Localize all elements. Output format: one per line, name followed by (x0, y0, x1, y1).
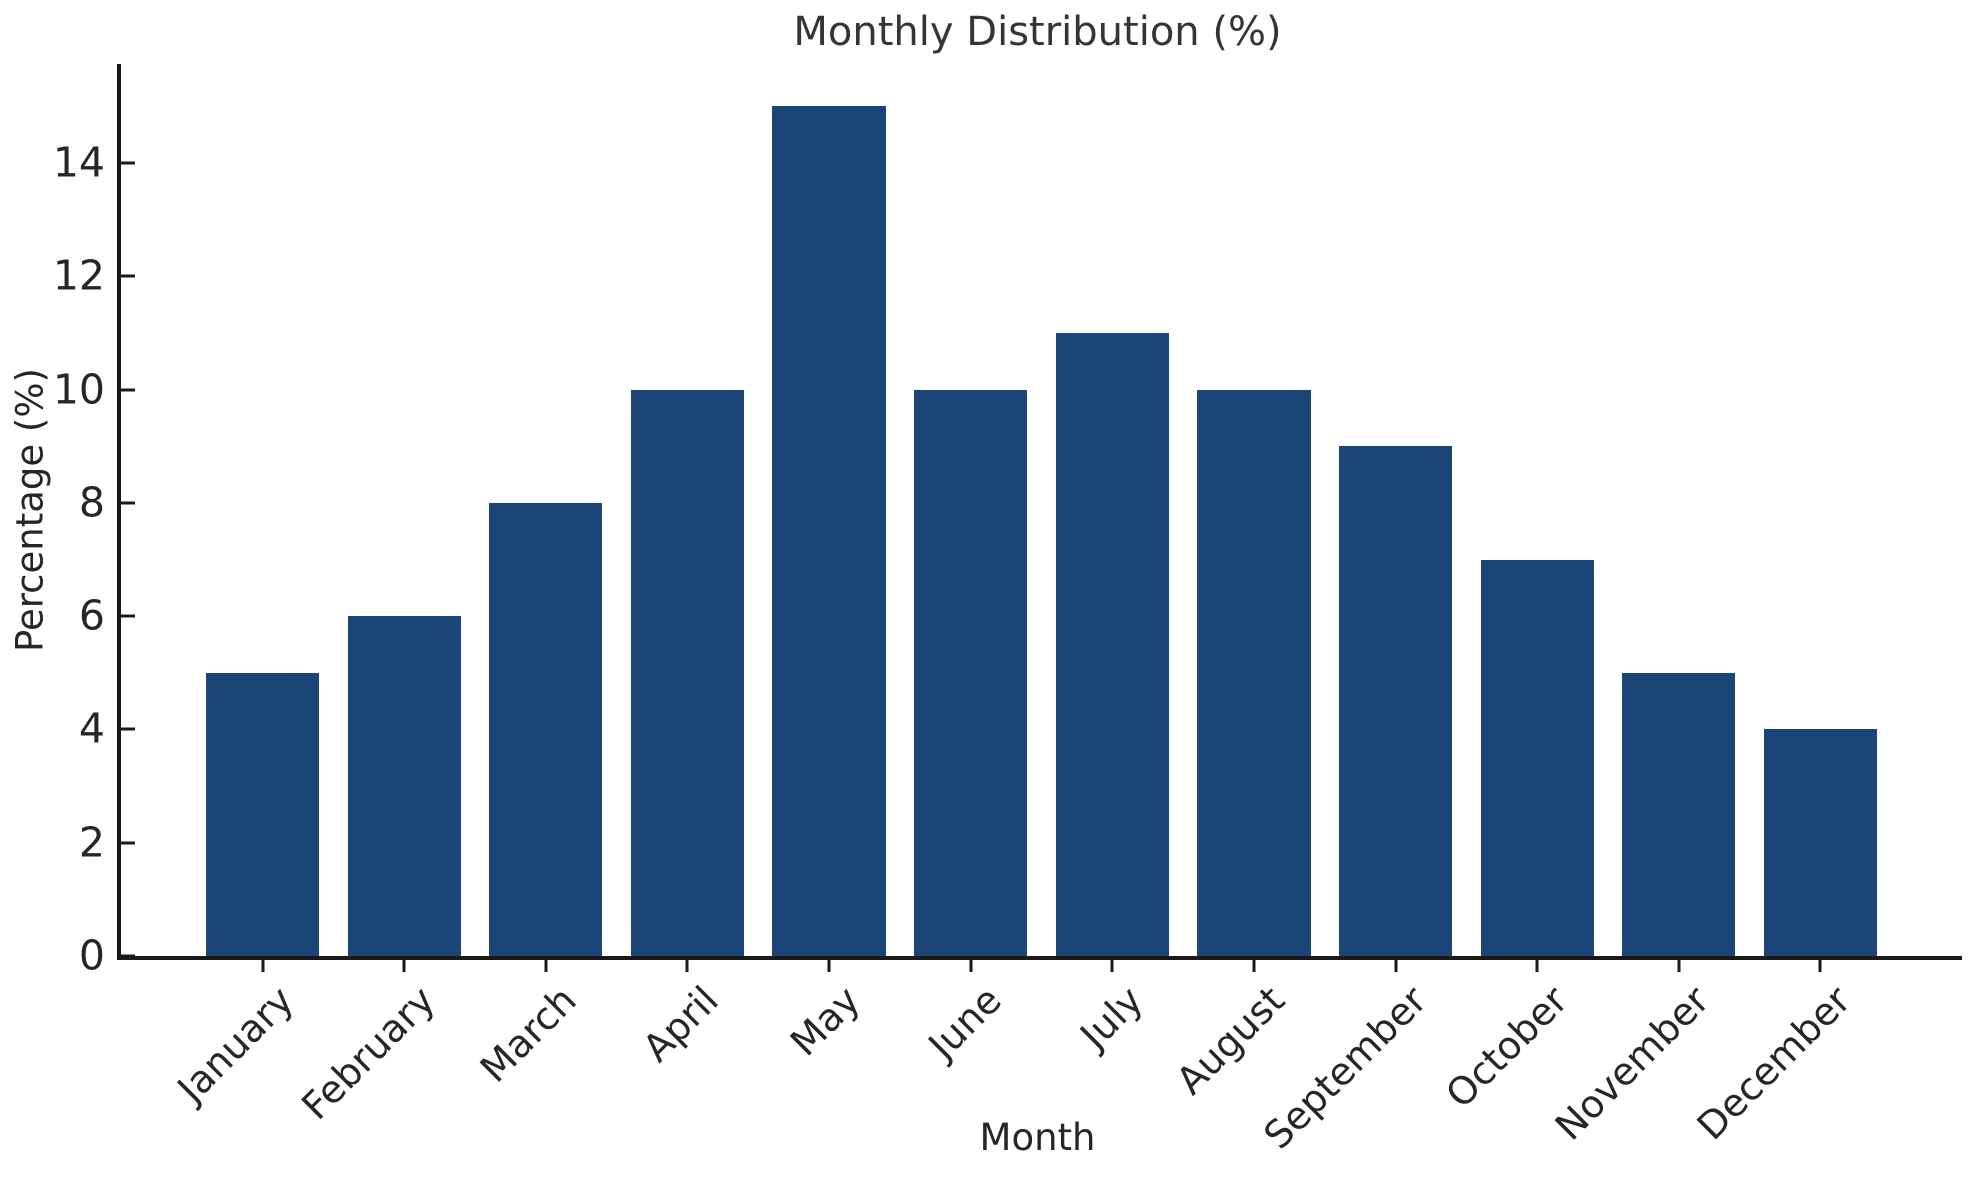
x-tick-label-october: October (1437, 977, 1577, 1117)
bar-february (347, 616, 461, 956)
x-tick-may (827, 960, 831, 972)
chart-title: Monthly Distribution (%) (793, 9, 1282, 55)
y-tick-6 (121, 614, 135, 618)
x-tick-label-august: August (1167, 977, 1293, 1104)
y-tick-label-4: 4 (78, 704, 105, 753)
y-tick-14 (121, 161, 135, 165)
bar-november (1622, 672, 1736, 956)
bar-september (1338, 446, 1453, 956)
x-tick-label-june: June (920, 977, 1010, 1068)
y-axis-label: Percentage (%) (8, 368, 52, 652)
y-tick-label-0: 0 (78, 931, 105, 980)
y-tick-label-6: 6 (78, 591, 105, 640)
x-tick-august (1252, 960, 1256, 972)
bar-april (630, 389, 745, 956)
x-tick-december (1818, 960, 1822, 972)
bar-march (489, 502, 603, 956)
bar-may (772, 106, 886, 956)
x-tick-september (1394, 960, 1398, 972)
y-tick-8 (121, 501, 135, 505)
x-axis-label: Month (979, 1116, 1096, 1159)
x-tick-label-march: March (471, 977, 585, 1091)
x-tick-october (1535, 960, 1539, 972)
bar-june (914, 389, 1028, 956)
y-tick-12 (121, 274, 135, 278)
y-tick-label-12: 12 (52, 251, 105, 300)
bar-october (1480, 559, 1594, 956)
y-tick-label-10: 10 (52, 365, 105, 414)
y-tick-0 (121, 954, 135, 958)
bar-august (1197, 389, 1311, 956)
x-tick-march (544, 960, 548, 972)
x-tick-november (1677, 960, 1681, 972)
y-tick-label-2: 2 (78, 818, 105, 867)
y-tick-4 (121, 727, 135, 731)
y-tick-10 (121, 388, 135, 392)
x-tick-february (402, 960, 406, 972)
bar-december (1763, 729, 1878, 956)
y-tick-2 (121, 841, 135, 845)
y-tick-label-14: 14 (52, 138, 105, 187)
x-tick-label-april: April (633, 977, 727, 1071)
x-tick-label-may: May (781, 977, 869, 1065)
x-tick-july (1110, 960, 1114, 972)
x-tick-april (685, 960, 689, 972)
x-tick-january (261, 960, 265, 972)
bar-july (1055, 333, 1169, 956)
x-tick-label-july: July (1071, 977, 1152, 1058)
x-tick-label-february: February (293, 977, 444, 1129)
x-tick-label-january: January (168, 977, 302, 1111)
y-tick-label-8: 8 (78, 478, 105, 527)
axes: January February March April May June July Augu… (53, 64, 1962, 1158)
bar-january (205, 672, 320, 956)
x-tick-june (969, 960, 973, 972)
